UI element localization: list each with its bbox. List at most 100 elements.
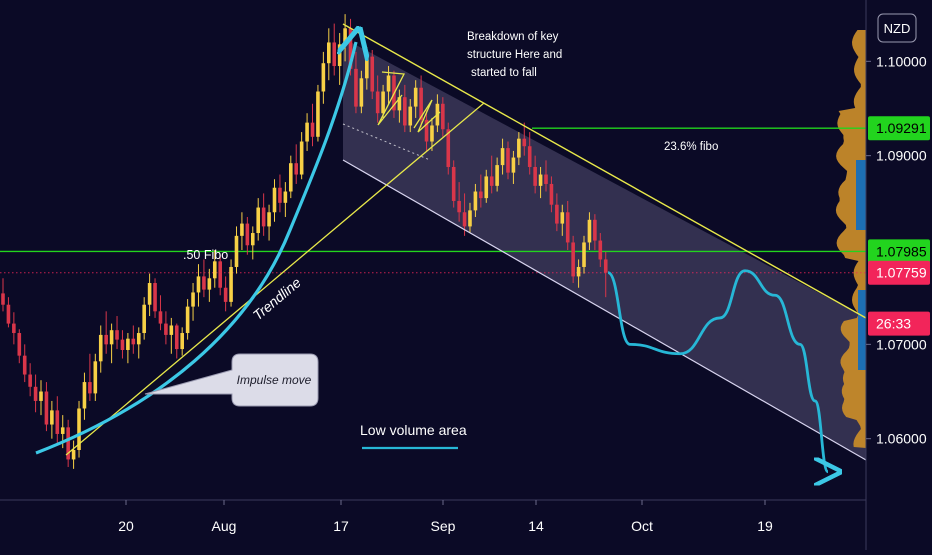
candle — [316, 84, 320, 142]
candle — [88, 353, 92, 401]
candle-body — [582, 242, 586, 267]
candle-body — [441, 103, 445, 130]
candle-body — [120, 339, 125, 350]
candle-body — [386, 75, 391, 92]
candle-body — [212, 261, 217, 279]
candle — [185, 299, 190, 340]
candle-body — [359, 78, 364, 107]
candle-body — [147, 283, 152, 305]
candle — [33, 374, 38, 413]
candle-body — [413, 87, 418, 107]
candle — [593, 214, 597, 250]
candle — [44, 382, 49, 432]
candle-body — [473, 191, 478, 211]
candle — [250, 226, 255, 260]
candle — [506, 141, 510, 180]
price-tag-background — [868, 260, 930, 285]
candle-body — [495, 165, 499, 186]
candle-body — [33, 386, 38, 401]
candle — [544, 160, 548, 192]
candle — [511, 150, 516, 184]
candle — [288, 155, 293, 199]
candle — [234, 226, 239, 274]
candle-body — [245, 223, 250, 246]
symbol-badge[interactable] — [877, 13, 917, 43]
candle — [555, 193, 559, 232]
volume-profile-value-area — [858, 290, 866, 370]
candle — [587, 212, 592, 250]
candle-body — [321, 63, 326, 92]
candle — [207, 268, 212, 302]
candle — [321, 51, 326, 104]
x-tick-label: Sep — [431, 518, 456, 534]
candle — [582, 235, 586, 274]
candle — [240, 212, 244, 250]
candle — [104, 311, 108, 354]
candle-body — [506, 148, 510, 173]
candle — [468, 202, 472, 234]
candle-body — [446, 129, 451, 167]
candle-body — [587, 219, 592, 243]
candle-body — [305, 122, 309, 142]
candle-body — [88, 382, 92, 394]
candle — [413, 80, 418, 118]
candle — [126, 333, 130, 364]
candle-body — [603, 259, 608, 273]
candle-body — [397, 97, 402, 111]
candle-body — [136, 333, 141, 345]
candle-body — [576, 266, 581, 277]
x-tick-label: 19 — [757, 518, 773, 534]
candle-body — [593, 219, 597, 241]
candle-body — [185, 306, 190, 334]
candle-body — [229, 266, 233, 302]
candle-body — [77, 408, 81, 450]
candle — [332, 23, 337, 76]
candle-body — [327, 42, 331, 64]
candle-body — [457, 200, 461, 213]
candle-body — [44, 391, 49, 425]
candle — [218, 254, 222, 296]
candle-body — [479, 191, 483, 199]
candle — [473, 183, 478, 217]
candle-body — [39, 391, 43, 401]
candle-body — [115, 330, 119, 340]
channel-midline — [342, 123, 431, 161]
candle — [424, 110, 429, 151]
candle-body — [50, 410, 54, 425]
candle-body — [500, 148, 505, 166]
candle-body — [174, 325, 179, 350]
candle — [517, 132, 521, 166]
candle-body — [22, 355, 27, 375]
candle — [310, 103, 315, 147]
candle — [283, 182, 288, 217]
candle-body — [104, 334, 108, 345]
candle — [419, 75, 423, 128]
candle-body — [549, 183, 554, 205]
y-tick-label: 1.07000 — [876, 336, 927, 352]
candle — [164, 311, 168, 345]
candle-body — [60, 427, 65, 434]
flag-pattern — [377, 71, 406, 126]
candle-body — [462, 212, 467, 227]
x-tick-label: Aug — [212, 518, 237, 534]
candle — [55, 396, 60, 444]
candle — [430, 117, 434, 151]
candle — [522, 122, 527, 156]
candle-body — [337, 44, 342, 67]
candle — [571, 235, 575, 284]
candle-body — [126, 338, 130, 350]
candle — [202, 259, 206, 298]
price-tag-label: 26:33 — [876, 316, 911, 332]
candle-body — [403, 97, 407, 126]
candle-body — [196, 276, 201, 293]
candle — [408, 99, 413, 133]
candle — [272, 179, 277, 222]
candle — [28, 363, 32, 397]
candle — [1, 278, 5, 312]
candle — [451, 160, 456, 208]
candlestick-series — [1, 14, 608, 469]
candle — [17, 329, 22, 364]
price-tag: 1.09291 — [868, 116, 930, 141]
candle — [93, 353, 98, 401]
